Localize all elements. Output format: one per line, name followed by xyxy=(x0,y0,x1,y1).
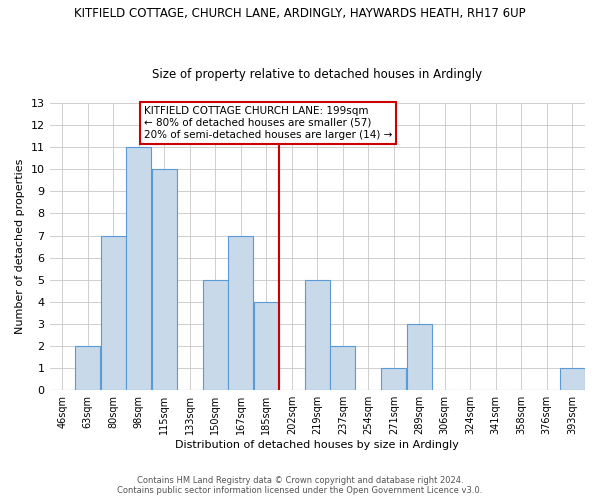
Title: Size of property relative to detached houses in Ardingly: Size of property relative to detached ho… xyxy=(152,68,482,81)
Bar xyxy=(560,368,584,390)
Bar xyxy=(331,346,355,390)
Y-axis label: Number of detached properties: Number of detached properties xyxy=(15,159,25,334)
Bar xyxy=(407,324,431,390)
Bar xyxy=(382,368,406,390)
Bar xyxy=(152,170,176,390)
Text: Contains HM Land Registry data © Crown copyright and database right 2024.
Contai: Contains HM Land Registry data © Crown c… xyxy=(118,476,482,495)
Bar xyxy=(127,147,151,390)
Bar xyxy=(254,302,278,390)
X-axis label: Distribution of detached houses by size in Ardingly: Distribution of detached houses by size … xyxy=(175,440,459,450)
Bar xyxy=(203,280,227,390)
Text: KITFIELD COTTAGE, CHURCH LANE, ARDINGLY, HAYWARDS HEATH, RH17 6UP: KITFIELD COTTAGE, CHURCH LANE, ARDINGLY,… xyxy=(74,8,526,20)
Bar xyxy=(76,346,100,390)
Bar xyxy=(229,236,253,390)
Bar xyxy=(305,280,329,390)
Text: KITFIELD COTTAGE CHURCH LANE: 199sqm
← 80% of detached houses are smaller (57)
2: KITFIELD COTTAGE CHURCH LANE: 199sqm ← 8… xyxy=(144,106,392,140)
Bar xyxy=(101,236,125,390)
